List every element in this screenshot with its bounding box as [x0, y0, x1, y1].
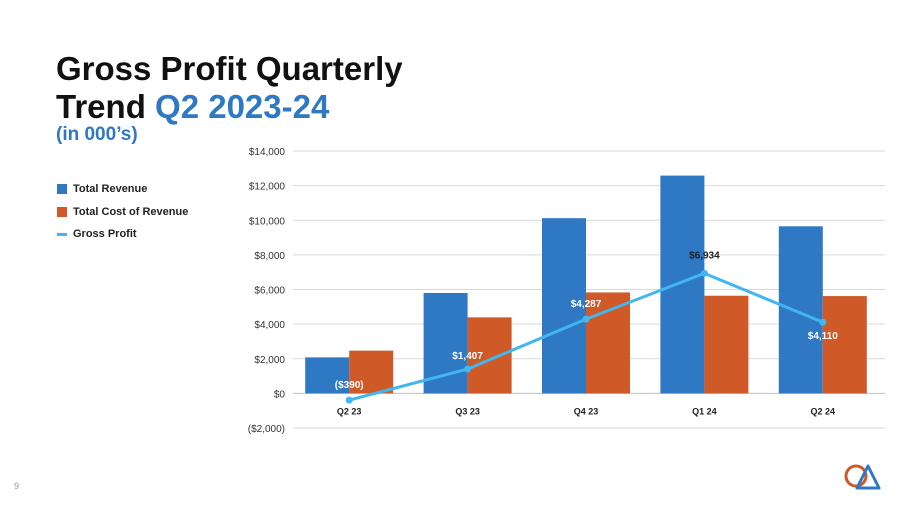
title-line-1: Gross Profit Quarterly: [56, 50, 403, 87]
gross-profit-data-label: $6,934: [689, 250, 720, 261]
y-tick-label: $4,000: [254, 320, 285, 331]
legend-label-profit: Gross Profit: [73, 228, 137, 241]
page-number: 9: [14, 481, 20, 491]
y-tick-label: $0: [274, 389, 286, 400]
gross-profit-point: [582, 315, 590, 323]
x-tick-label: Q2 24: [811, 406, 836, 416]
slide-title: Gross Profit Quarterly Trend Q2 2023-24: [56, 50, 403, 126]
y-tick-label: $12,000: [249, 182, 286, 193]
chart-legend: Total Revenue Total Cost of Revenue Gros…: [57, 178, 188, 246]
legend-item-revenue: Total Revenue: [57, 178, 188, 201]
gross-profit-point: [819, 318, 827, 326]
gross-profit-point: [700, 269, 708, 277]
bar-total-revenue: [423, 292, 468, 394]
bar-total-cost-of-revenue: [704, 295, 749, 394]
x-tick-label: Q4 23: [574, 406, 599, 416]
x-tick-label: Q1 24: [692, 406, 717, 416]
y-tick-label: $2,000: [254, 355, 285, 366]
bar-total-revenue: [542, 218, 586, 394]
bar-total-revenue: [660, 175, 705, 394]
gross-profit-point: [464, 365, 472, 373]
y-tick-label: ($2,000): [248, 424, 285, 435]
legend-label-cost: Total Cost of Revenue: [73, 205, 189, 218]
gross-profit-data-label: $4,110: [808, 331, 838, 342]
gross-profit-data-label: ($390): [335, 380, 364, 391]
gross-profit-point: [345, 396, 353, 404]
bar-total-revenue: [305, 357, 350, 394]
title-period: Q2 2023-24: [155, 88, 330, 125]
x-tick-label: Q3 23: [455, 406, 480, 416]
y-tick-label: $14,000: [249, 147, 286, 158]
legend-swatch-revenue: [57, 184, 67, 195]
title-trend: Trend: [56, 88, 156, 125]
y-tick-label: $8,000: [254, 251, 285, 262]
y-tick-label: $10,000: [249, 216, 286, 227]
bar-total-revenue: [778, 226, 823, 394]
gross-profit-data-label: $4,287: [571, 299, 602, 310]
gross-profit-data-label: $1,407: [452, 351, 483, 362]
bar-total-cost-of-revenue: [822, 296, 867, 394]
bar-total-cost-of-revenue: [349, 350, 394, 394]
legend-item-cost: Total Cost of Revenue: [57, 201, 188, 224]
title-line-2: Trend Q2 2023-24: [56, 88, 403, 126]
legend-item-profit: Gross Profit: [57, 223, 188, 246]
legend-swatch-profit: [57, 232, 67, 236]
company-logo-icon: [844, 464, 881, 490]
legend-swatch-cost: [57, 206, 67, 217]
x-tick-label: Q2 23: [337, 406, 362, 416]
slide-subtitle: (in 000’s): [56, 124, 138, 145]
legend-label-revenue: Total Revenue: [73, 183, 148, 196]
y-tick-label: $6,000: [254, 286, 285, 297]
bar-total-cost-of-revenue: [467, 317, 512, 394]
